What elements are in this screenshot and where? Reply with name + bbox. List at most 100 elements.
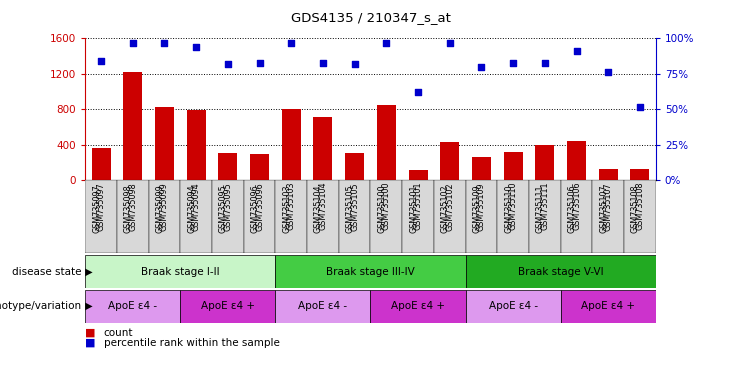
Text: GSM735104: GSM735104 [319, 182, 328, 230]
Text: count: count [104, 328, 133, 338]
Text: GSM735103: GSM735103 [282, 184, 291, 233]
Bar [472, 157, 491, 180]
Point [602, 70, 614, 76]
Bar [465, 255, 656, 288]
Text: GSM735102: GSM735102 [441, 184, 450, 233]
Bar [85, 290, 180, 323]
Text: genotype/variation: genotype/variation [0, 301, 82, 311]
Bar [282, 109, 301, 180]
Bar [561, 180, 592, 253]
Text: ApoE ε4 -: ApoE ε4 - [299, 301, 348, 311]
Bar [624, 180, 656, 253]
Point [380, 40, 392, 46]
Bar [377, 104, 396, 180]
Bar [307, 180, 339, 253]
Bar [180, 290, 276, 323]
Text: GSM735105: GSM735105 [345, 184, 355, 233]
Text: GSM735109: GSM735109 [473, 184, 482, 233]
Bar [497, 180, 529, 253]
Bar [244, 180, 276, 253]
Text: GSM735111: GSM735111 [536, 184, 545, 233]
Text: GSM735095: GSM735095 [223, 182, 233, 231]
Bar [117, 180, 149, 253]
Text: GSM735106: GSM735106 [568, 184, 576, 233]
Text: GSM735099: GSM735099 [156, 184, 165, 233]
Bar [504, 152, 522, 180]
Bar [561, 290, 656, 323]
Text: GSM735095: GSM735095 [219, 184, 228, 233]
Text: ■: ■ [85, 328, 96, 338]
Point [317, 60, 329, 66]
Text: GSM735097: GSM735097 [96, 182, 105, 231]
Point [634, 104, 646, 110]
Bar [370, 180, 402, 253]
Bar [250, 154, 269, 180]
Text: GSM735100: GSM735100 [382, 182, 391, 230]
Text: ▶: ▶ [82, 301, 92, 311]
Text: GSM735107: GSM735107 [599, 184, 608, 233]
Text: ApoE ε4 +: ApoE ε4 + [581, 301, 635, 311]
Text: ApoE ε4 -: ApoE ε4 - [108, 301, 157, 311]
Text: GSM735106: GSM735106 [572, 182, 581, 230]
Text: GSM735097: GSM735097 [92, 184, 101, 233]
Text: GSM735105: GSM735105 [350, 182, 359, 230]
Bar [408, 170, 428, 180]
Text: percentile rank within the sample: percentile rank within the sample [104, 338, 279, 348]
Bar [123, 72, 142, 180]
Text: GSM735104: GSM735104 [314, 184, 323, 233]
Bar [155, 107, 174, 180]
Text: GSM735099: GSM735099 [160, 182, 169, 231]
Point [285, 40, 297, 46]
Point [476, 64, 488, 70]
Text: GSM735096: GSM735096 [250, 184, 259, 233]
Bar [631, 169, 649, 180]
Text: GSM735100: GSM735100 [377, 184, 386, 233]
Point [412, 89, 424, 96]
Bar [599, 169, 618, 180]
Bar [370, 290, 465, 323]
Text: GSM735110: GSM735110 [504, 184, 513, 233]
Text: GSM735098: GSM735098 [124, 184, 133, 233]
Text: ApoE ε4 -: ApoE ε4 - [488, 301, 538, 311]
Point [253, 60, 265, 66]
Point [190, 44, 202, 50]
Text: ApoE ε4 +: ApoE ε4 + [201, 301, 255, 311]
Bar [440, 142, 459, 180]
Point [571, 48, 582, 54]
Text: ■: ■ [85, 338, 96, 348]
Bar [85, 180, 117, 253]
Text: ▶: ▶ [82, 266, 92, 277]
Text: GSM735098: GSM735098 [128, 182, 137, 230]
Text: GSM735107: GSM735107 [604, 182, 613, 230]
Bar [219, 153, 237, 180]
Text: GSM735108: GSM735108 [636, 182, 645, 230]
Point [507, 60, 519, 66]
Text: GSM735103: GSM735103 [287, 182, 296, 230]
Text: GSM735111: GSM735111 [540, 182, 549, 230]
Bar [149, 180, 180, 253]
Text: GSM735096: GSM735096 [255, 182, 264, 230]
Bar [402, 180, 434, 253]
Point [349, 61, 361, 67]
Bar [592, 180, 624, 253]
Point [159, 40, 170, 46]
Text: GDS4135 / 210347_s_at: GDS4135 / 210347_s_at [290, 12, 451, 25]
Text: GSM735094: GSM735094 [192, 182, 201, 230]
Text: GSM735101: GSM735101 [409, 184, 418, 233]
Text: ApoE ε4 +: ApoE ε4 + [391, 301, 445, 311]
Bar [276, 180, 307, 253]
Point [539, 60, 551, 66]
Text: GSM735102: GSM735102 [445, 182, 454, 230]
Bar [187, 110, 206, 180]
Bar [567, 141, 586, 180]
Bar [85, 255, 276, 288]
Bar [465, 180, 497, 253]
Text: GSM735101: GSM735101 [413, 182, 422, 230]
Bar [92, 147, 110, 180]
Bar [339, 180, 370, 253]
Bar [180, 180, 212, 253]
Bar [313, 117, 333, 180]
Text: Braak stage V-VI: Braak stage V-VI [518, 266, 603, 277]
Text: GSM735109: GSM735109 [477, 182, 486, 230]
Point [127, 40, 139, 46]
